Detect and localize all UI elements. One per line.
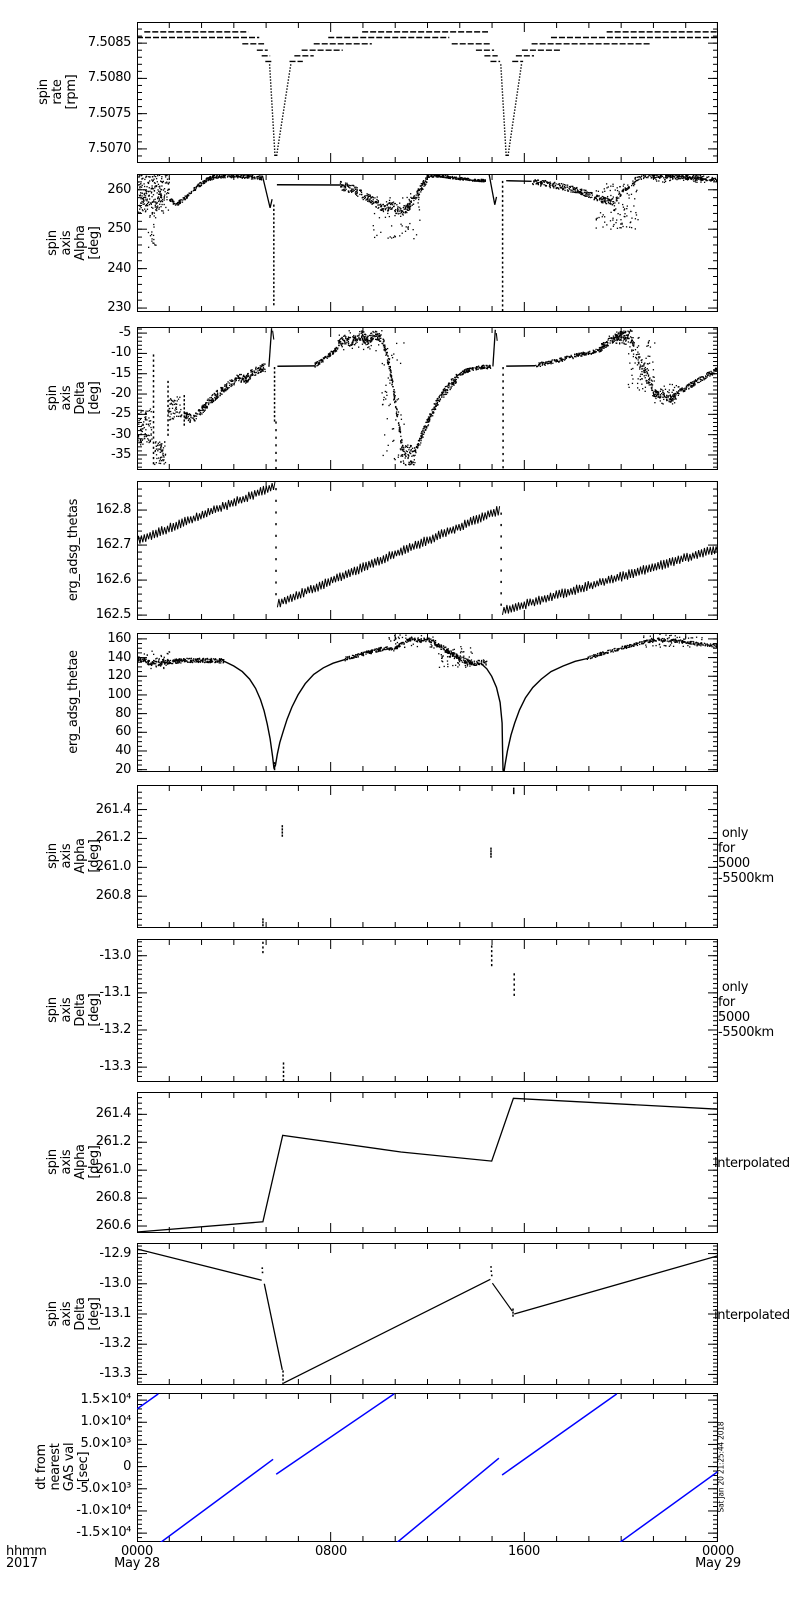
y-tick-label: 40 [115,742,131,758]
y-tick-label: 7.5080 [87,70,131,86]
annotation-only-5000km-alpha: only for 5000 -5500km [718,826,774,886]
y-tick-label: 60 [115,724,131,740]
y-tick-label: -1.5×10⁴ [76,1525,131,1541]
panel-erg-adsg-thetae [137,633,718,772]
y-tick-label: -13.3 [99,1059,131,1075]
annotation-interpolated-delta: interpolated [714,1308,790,1323]
x-tick-0000-may29: 0000 May 29 [695,1544,741,1571]
y-tick-label: 250 [107,221,131,237]
x-tick-1600: 1600 [508,1544,540,1559]
y-tick-label: -12.9 [99,1245,131,1261]
y-tick-label: 261.0 [95,1162,132,1178]
y-tick-label: 230 [107,300,131,316]
y-tick-label: 260.6 [95,1218,132,1234]
y-tick-label: 5.0×10³ [80,1436,131,1452]
y-tick-label: 261.2 [95,1134,132,1150]
y-tick-label: 7.5085 [87,35,131,51]
panel-erg-adsg-thetas [137,481,718,620]
y-tick-label: -10 [110,345,131,361]
y-tick-label: -35 [110,446,131,462]
y-tick-label: 140 [107,649,131,665]
plot-area-p3 [137,327,718,470]
panel-dt-from-nearest-gas [137,1393,718,1542]
y-tick-label: -13.0 [99,947,131,963]
plot-area-p7 [137,939,718,1082]
y-tick-label: 260.8 [95,1190,132,1206]
x-tick-0000-may28: 0000 May 28 [114,1544,160,1571]
y-tick-label: 261.4 [95,1106,132,1122]
plot-area-p10 [137,1393,718,1542]
y-tick-label: 120 [107,668,131,684]
y-tick-label: 0 [123,1458,131,1474]
y-tick-label: 162.7 [95,537,132,553]
y-tick-label: -13.0 [99,1275,131,1291]
panel-spin-rate [137,22,718,163]
y-tick-label: 260 [107,181,131,197]
y-tick-label: -13.3 [99,1366,131,1382]
y-tick-label: 240 [107,260,131,276]
annotation-interpolated-alpha: interpolated [714,1156,790,1171]
y-tick-label: 100 [107,686,131,702]
y-tick-label: -20 [110,386,131,402]
y-tick-label: 260.8 [95,888,132,904]
y-tick-label: 7.5075 [87,105,131,121]
panel-spin-axis-delta-5000km [137,939,718,1082]
panel-spin-axis-alpha-5000km [137,785,718,928]
y-tick-label: 261.0 [95,859,132,875]
x-axis-format-label: hhmm 2017 [6,1544,47,1571]
y-tick-label: -5 [118,325,132,341]
plot-area-p4 [137,481,718,620]
timestamp-watermark: Sat Jan 20 21:25:44 2018 [716,1421,726,1513]
panel-spin-axis-delta [137,327,718,470]
y-axis-label-erg-adsg-thetae: erg_adsg_thetae [66,650,81,754]
annotation-only-5000km-delta: only for 5000 -5500km [718,980,774,1040]
y-tick-label: -5.0×10³ [76,1480,131,1496]
y-tick-label: -15 [110,365,131,381]
y-tick-label: 7.5070 [87,140,131,156]
panel-spin-axis-alpha-interpolated [137,1092,718,1233]
y-tick-label: -30 [110,426,131,442]
x-tick-0800: 0800 [315,1544,347,1559]
plot-area-p5 [137,633,718,772]
y-tick-label: -13.1 [99,1306,131,1321]
y-tick-label: -13.1 [99,984,131,1000]
panel-spin-axis-delta-interpolated [137,1243,718,1385]
plot-area-p1 [137,22,718,163]
y-tick-label: 261.2 [95,830,132,846]
y-tick-label: 1.5×10⁴ [80,1392,131,1408]
panel-spin-axis-alpha [137,174,718,312]
y-tick-label: -25 [110,406,131,422]
y-tick-label: -13.2 [99,1336,131,1352]
plot-area-p6 [137,785,718,928]
y-tick-label: 162.8 [95,502,132,518]
plot-area-p8 [137,1092,718,1233]
y-tick-label: 162.5 [95,607,132,623]
y-tick-label: 162.6 [95,572,132,588]
y-tick-label: -1.0×10⁴ [76,1502,131,1518]
y-tick-label: 80 [115,705,131,721]
y-tick-label: 261.4 [95,801,132,817]
y-tick-label: 20 [115,761,131,777]
plot-area-p9 [137,1243,718,1385]
y-tick-label: -13.2 [99,1022,131,1037]
y-tick-label: 160 [107,630,131,646]
plot-area-p2 [137,174,718,312]
y-tick-label: 1.0×10⁴ [80,1414,131,1430]
